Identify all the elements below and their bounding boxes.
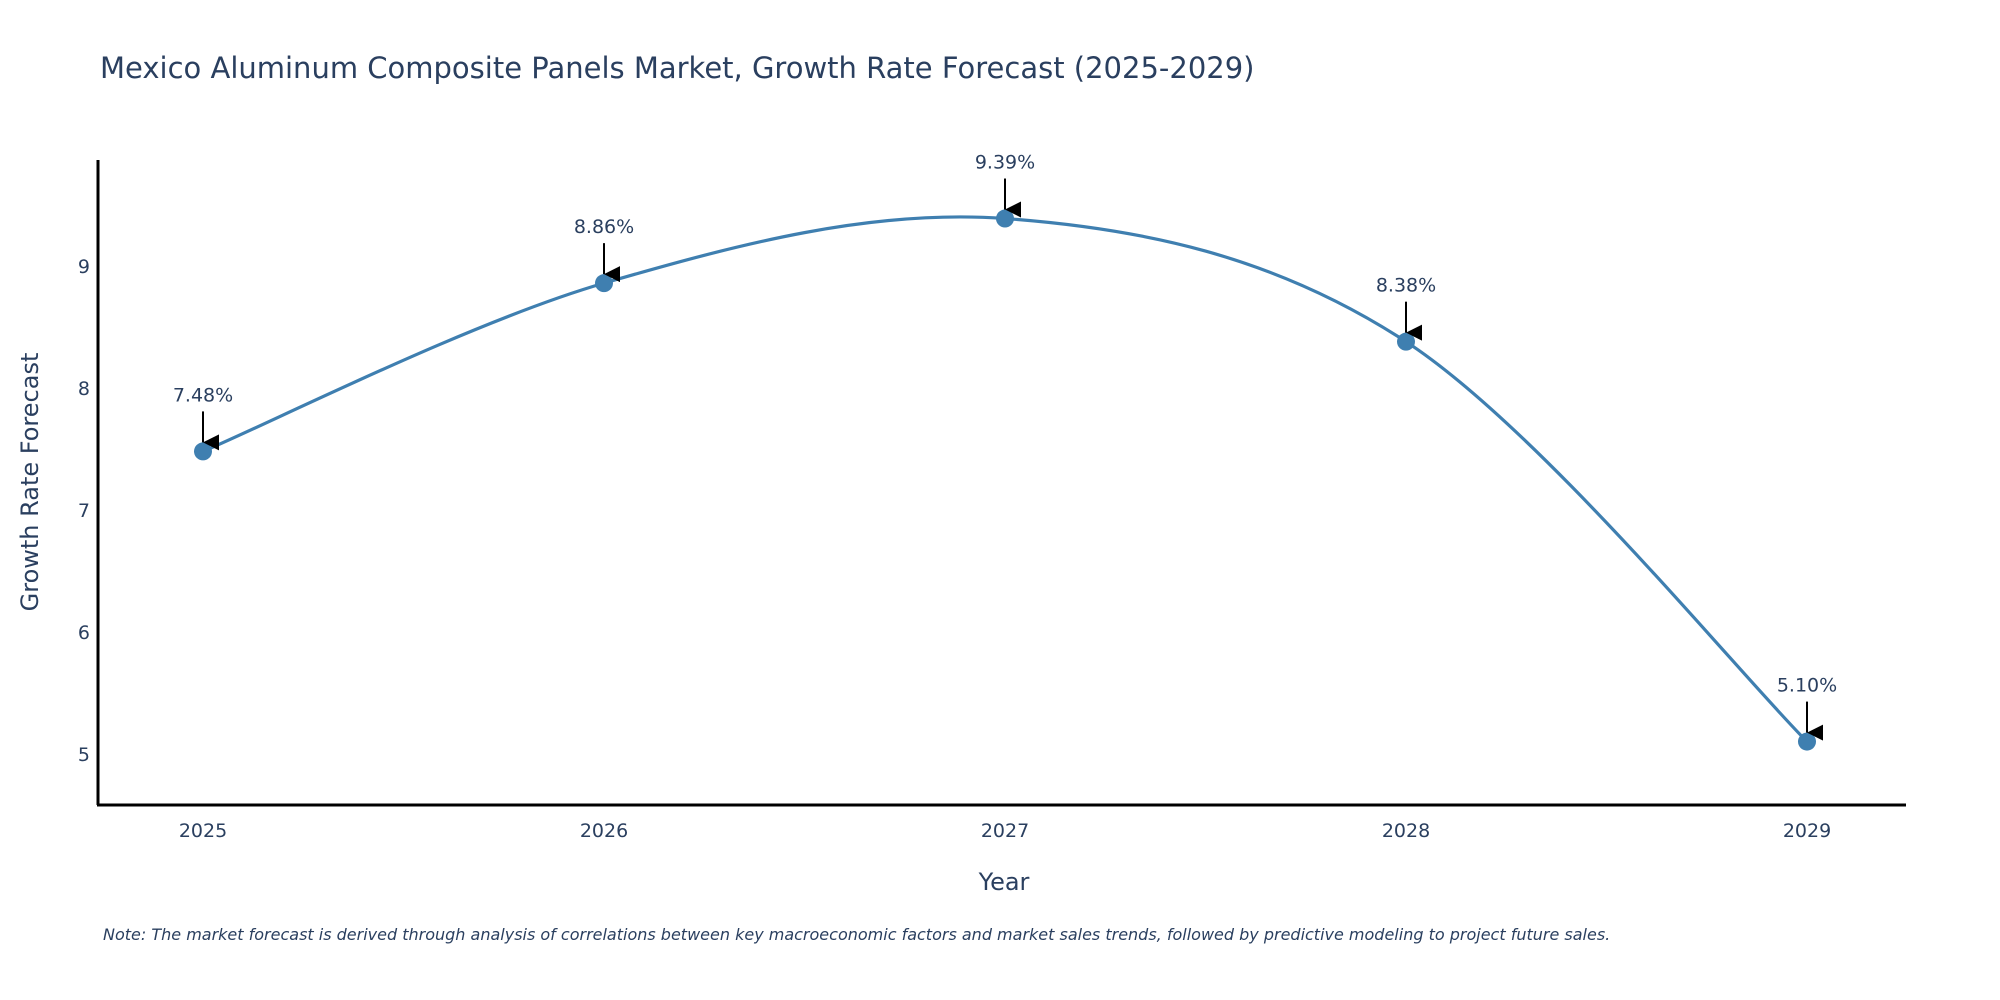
x-tick-label: 2026 (580, 820, 628, 842)
y-tick-label: 6 (78, 622, 90, 644)
y-tick-label: 5 (78, 744, 90, 766)
y-tick-label: 9 (78, 256, 90, 278)
y-axis-title: Growth Rate Forecast (16, 353, 44, 612)
x-axis-title: Year (978, 868, 1030, 896)
x-tick-label: 2028 (1382, 820, 1430, 842)
plot-area: 7.48% 8.86% 9.39% 8.38% 5.10% (173, 152, 1837, 751)
y-tick-labels: 5 6 7 8 9 (78, 256, 90, 766)
series-line (202, 215, 1809, 743)
data-label: 9.39% (975, 152, 1035, 174)
y-tick-label: 7 (78, 500, 90, 522)
data-label: 8.86% (574, 216, 634, 238)
data-label: 8.38% (1376, 275, 1436, 297)
data-point (194, 442, 212, 461)
y-tick-label: 8 (78, 378, 90, 400)
x-tick-labels: 2025 2026 2027 2028 2029 (179, 820, 1831, 842)
x-tick-label: 2027 (981, 820, 1029, 842)
data-label: 7.48% (173, 384, 233, 406)
data-point (1397, 332, 1415, 351)
data-point (595, 274, 613, 293)
x-tick-label: 2025 (179, 820, 227, 842)
x-tick-label: 2029 (1783, 820, 1831, 842)
footnote: Note: The market forecast is derived thr… (103, 925, 1610, 944)
chart-title: Mexico Aluminum Composite Panels Market,… (100, 51, 1255, 85)
data-point (996, 209, 1014, 228)
data-point (1798, 732, 1816, 751)
data-label: 5.10% (1777, 675, 1837, 697)
